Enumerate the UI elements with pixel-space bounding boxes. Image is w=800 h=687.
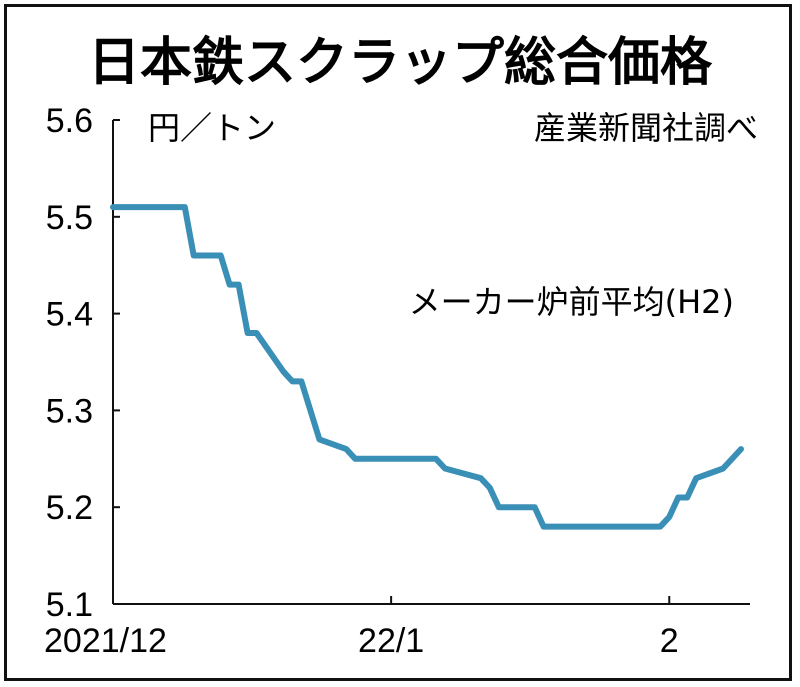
- y-tick-label: 5.5: [46, 199, 93, 237]
- y-tick-label: 5.4: [46, 296, 93, 334]
- y-tick-label: 5.2: [46, 489, 93, 527]
- source-label: 産業新聞社調べ: [534, 109, 758, 147]
- x-tick-label: 22/1: [358, 622, 424, 660]
- y-tick-labels: 5.6 5.5 5.4 5.3 5.2 5.1: [46, 102, 93, 624]
- axes: [112, 119, 750, 605]
- chart-frame: [4, 4, 792, 681]
- chart-title: 日本鉄スクラップ総合価格: [88, 33, 713, 93]
- series-label: メーカー炉前平均(H2): [409, 283, 734, 321]
- x-tick-label: 2021/12: [44, 622, 167, 660]
- x-tick-label: 2: [660, 622, 679, 660]
- unit-label: 円／トン: [148, 109, 276, 147]
- y-tick-label: 5.6: [46, 102, 93, 140]
- series-line: [110, 204, 744, 530]
- y-tick-label: 5.3: [46, 392, 93, 430]
- x-tick-labels: 2021/12 22/1 2: [44, 622, 679, 660]
- series-lines: [110, 204, 744, 530]
- y-tick-label: 5.1: [46, 586, 93, 624]
